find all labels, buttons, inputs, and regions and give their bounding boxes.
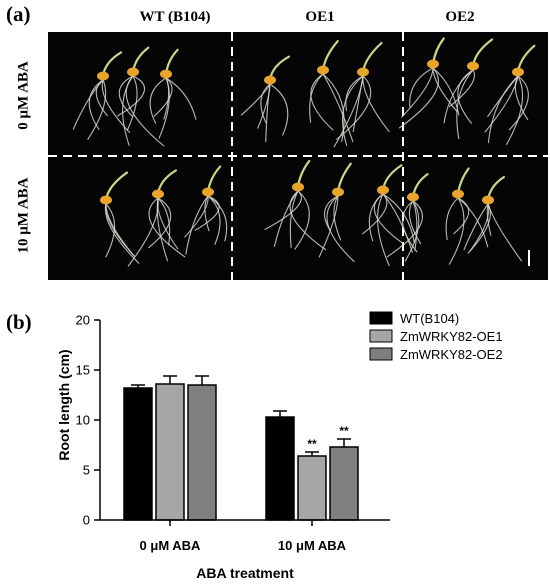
y-tick-label: 5 (83, 463, 90, 478)
bar (187, 384, 217, 521)
legend-label: WT(B104) (400, 311, 459, 326)
significance-mark: ** (307, 437, 317, 451)
legend-swatch (369, 347, 393, 361)
root-length-bar-chart: 0 5 10 15 20 ** ** 0 μM ABA 10 μM ABA Root len… (56, 311, 503, 581)
bar (265, 416, 295, 521)
seedling (443, 38, 494, 140)
seedling (149, 48, 197, 139)
seedling (72, 51, 131, 140)
y-axis-title: Root length (cm) (56, 349, 72, 460)
legend-swatch (369, 311, 393, 325)
seedling (445, 167, 489, 265)
x-tick-label: 10 μM ABA (278, 538, 347, 553)
seedling (309, 40, 354, 143)
column-label-wt: WT (B104) (139, 9, 211, 25)
seedling (240, 55, 291, 143)
column-label-oe2: OE2 (445, 9, 475, 25)
significance-mark: ** (339, 424, 349, 438)
x-axis-title: ABA treatment (196, 565, 294, 581)
y-tick-label: 0 (83, 513, 90, 528)
row-label-10-aba: 10 μM ABA (15, 177, 32, 254)
bar (155, 383, 185, 521)
seedling (117, 46, 165, 147)
seedling-photograph (48, 32, 548, 280)
y-tick-label: 15 (76, 363, 90, 378)
seedling (386, 173, 429, 262)
seedling (484, 44, 536, 145)
bar (123, 387, 153, 521)
panel-a-label: (a) (6, 2, 31, 26)
legend-label: ZmWRKY82-OE2 (400, 347, 503, 362)
seedling (127, 169, 186, 267)
x-axis: 0 μM ABA 10 μM ABA (100, 519, 390, 553)
seedling (100, 171, 140, 264)
bars: ** ** (123, 375, 359, 521)
bar (329, 446, 359, 521)
legend-swatch (369, 329, 393, 343)
y-axis: 0 5 10 15 20 (76, 313, 101, 528)
seedling (398, 37, 460, 129)
bar (297, 455, 327, 521)
y-tick-label: 20 (76, 313, 90, 328)
column-label-oe1: OE1 (305, 9, 335, 25)
seedling (333, 41, 390, 148)
legend: WT(B104) ZmWRKY82-OE1 ZmWRKY82-OE2 (369, 311, 503, 362)
panel-b-label: (b) (6, 310, 32, 334)
legend-label: ZmWRKY82-OE1 (400, 329, 503, 344)
seedling (362, 164, 415, 267)
seedling (463, 175, 522, 262)
y-tick-label: 10 (76, 413, 90, 428)
seedling (264, 159, 327, 251)
seedling (318, 162, 355, 262)
seedling (184, 165, 228, 255)
row-label-0-aba: 0 μM ABA (15, 61, 32, 130)
x-tick-label: 0 μM ABA (140, 538, 202, 553)
